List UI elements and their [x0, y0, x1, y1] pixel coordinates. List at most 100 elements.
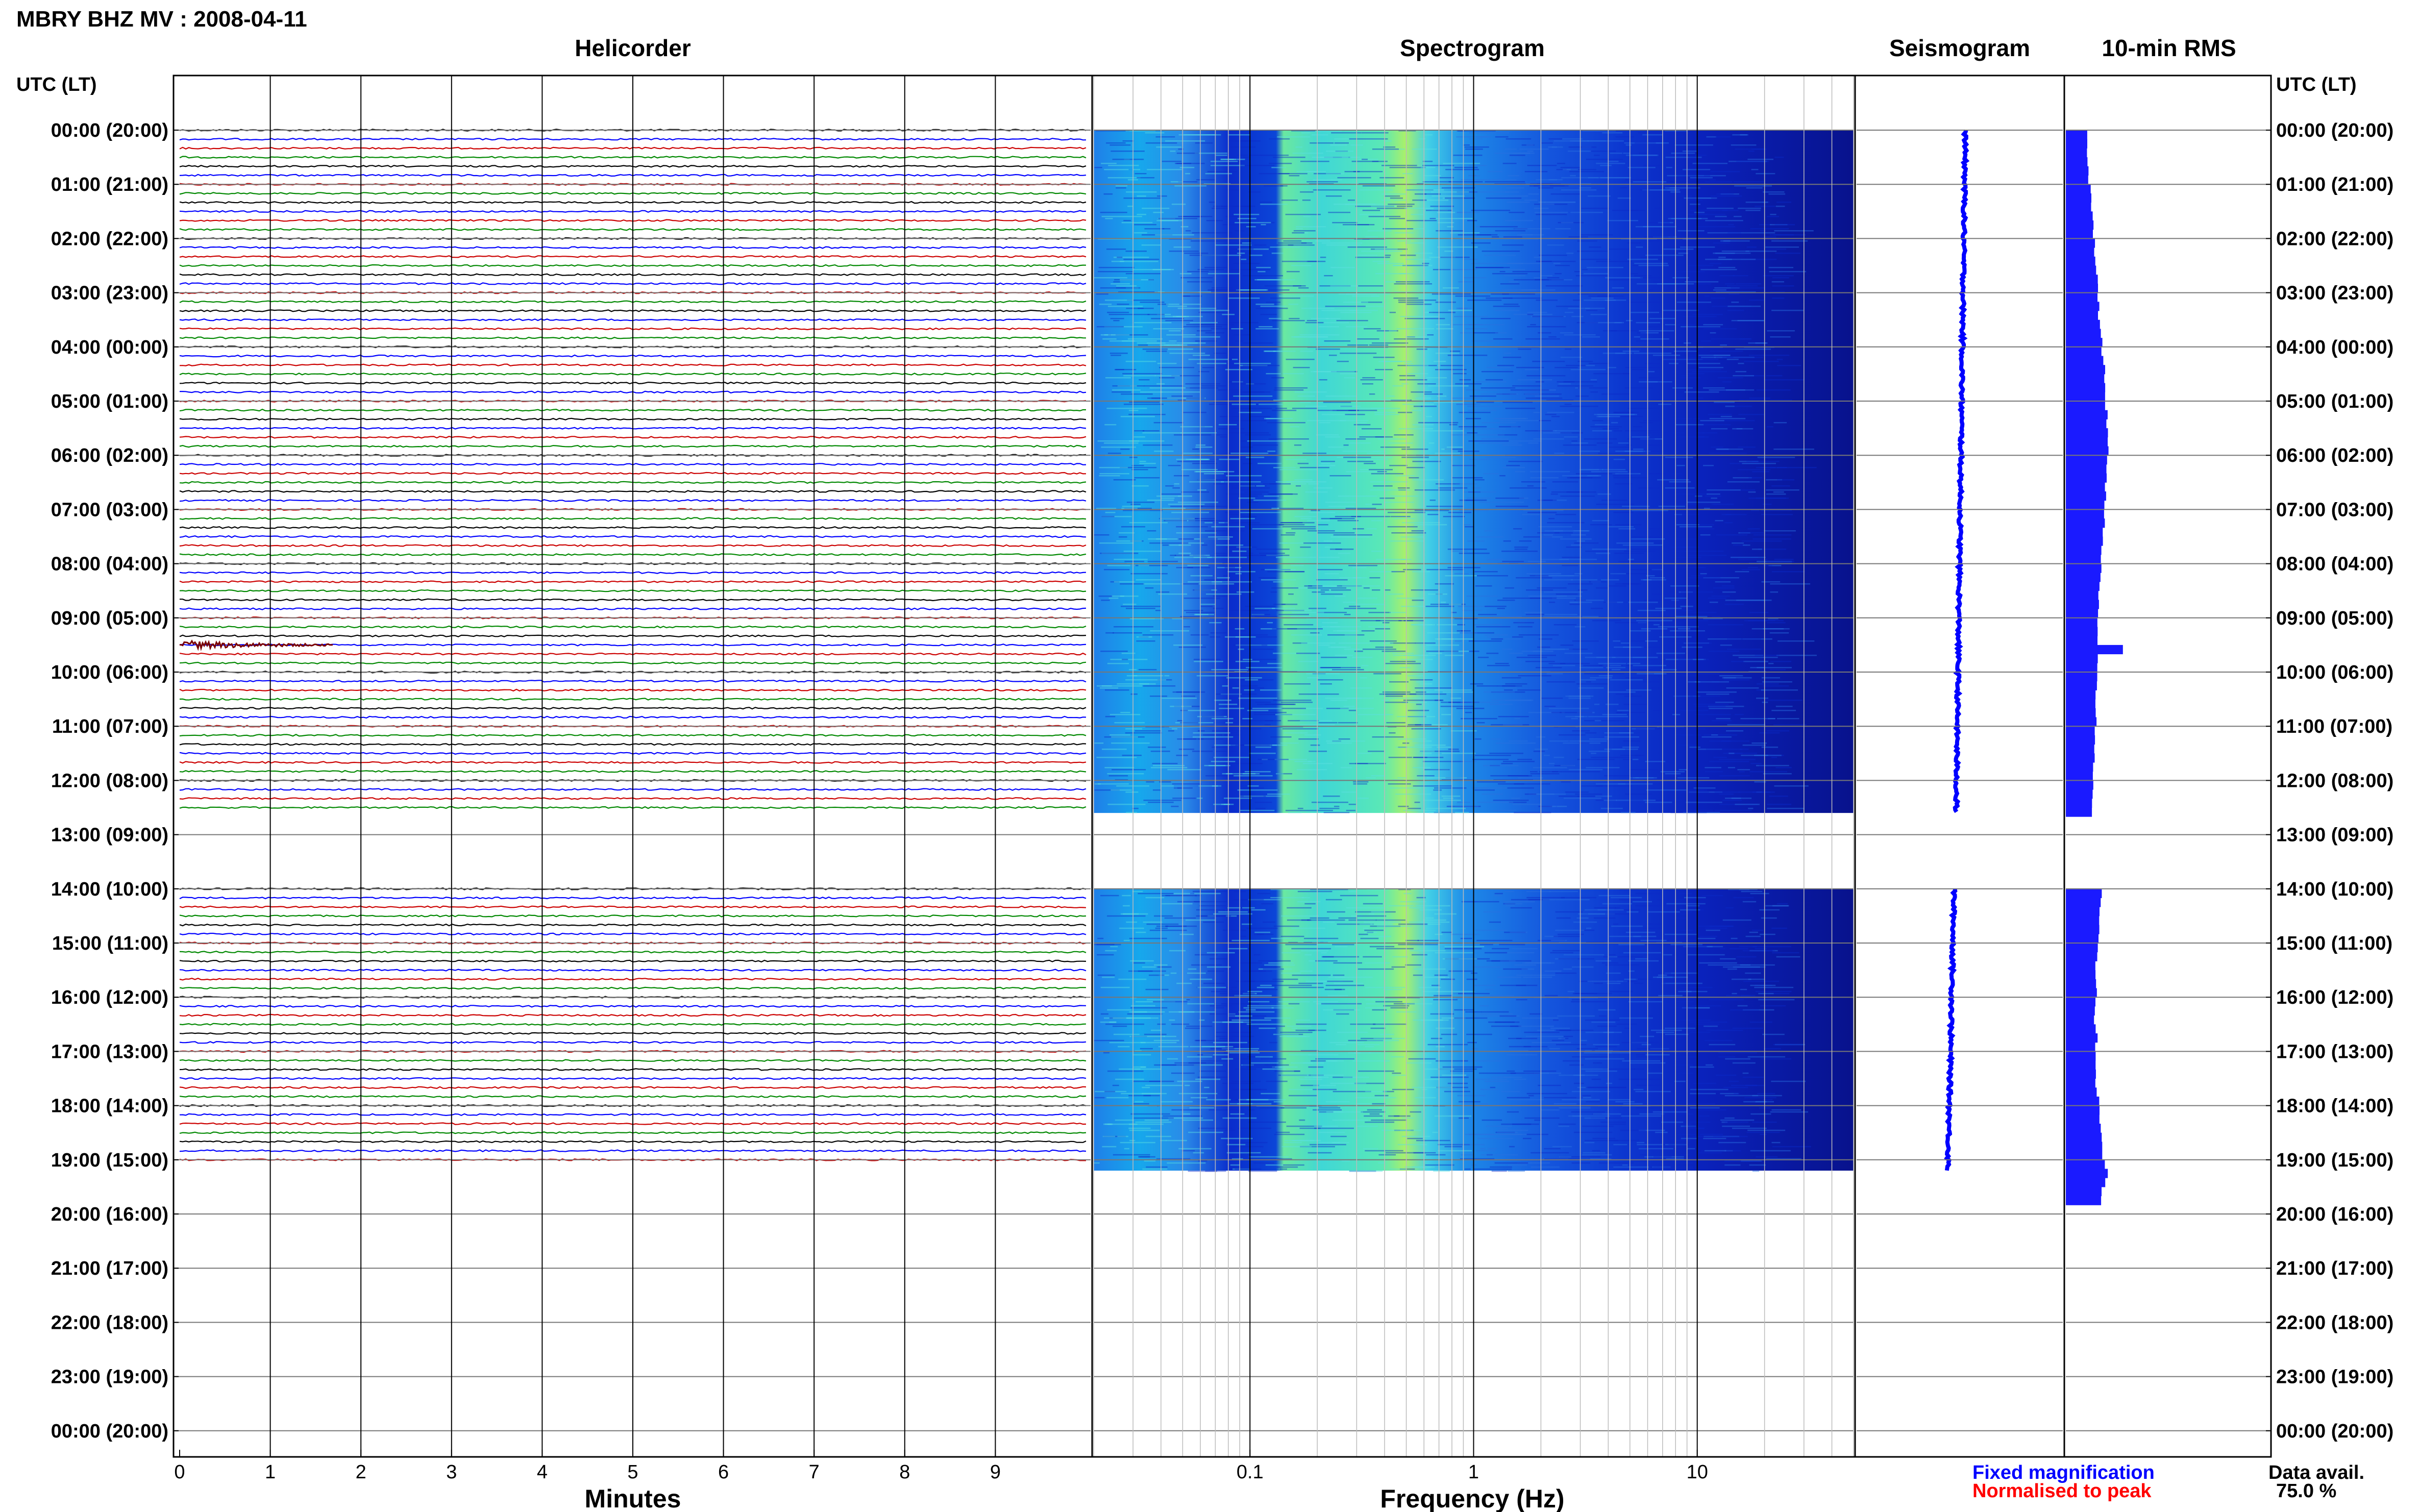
time-label-left: 07:00 (03:00) — [51, 499, 168, 520]
spectrogram-streak — [1617, 712, 1645, 713]
spectrogram-streak — [1532, 361, 1565, 362]
spectrogram-streak — [1676, 465, 1685, 466]
spectrogram-streak — [1142, 349, 1168, 350]
spectrogram-streak — [1170, 555, 1206, 556]
spectrogram-streak — [1622, 1060, 1661, 1062]
spectrogram-streak — [1649, 577, 1665, 579]
spectrogram-streak — [1401, 449, 1428, 450]
spectrogram-streak — [1517, 689, 1541, 691]
spectrogram-streak — [1414, 406, 1422, 407]
spectrogram-streak — [1632, 901, 1652, 903]
spectrogram-streak — [1185, 173, 1191, 175]
spectrogram-streak — [1366, 459, 1388, 460]
spectrogram-streak — [1234, 363, 1271, 364]
spectrogram-streak — [1354, 1052, 1361, 1054]
spectrogram-streak — [1644, 1156, 1653, 1158]
spectrogram-streak — [1311, 318, 1329, 319]
spectrogram-streak — [1479, 502, 1488, 503]
spectrogram-streak — [1193, 557, 1201, 558]
spectrogram-streak — [1716, 718, 1731, 720]
spectrogram-streak — [1494, 1162, 1528, 1164]
spectrogram-streak — [1537, 532, 1560, 534]
spectrogram-streak — [1633, 777, 1639, 779]
spectrogram-streak — [1534, 204, 1568, 205]
spectrogram-streak — [1593, 980, 1617, 982]
spectrogram-streak — [1436, 328, 1453, 330]
spectrogram-streak — [1646, 1015, 1653, 1017]
spectrogram-streak — [1732, 1127, 1767, 1129]
spectrogram-streak — [1137, 342, 1176, 344]
spectrogram-streak — [1218, 522, 1228, 524]
spectrogram-streak — [1427, 632, 1460, 634]
spectrogram-streak — [1724, 1150, 1733, 1152]
time-label-left: 22:00 (18:00) — [51, 1312, 168, 1333]
spectrogram-streak — [1565, 312, 1574, 313]
spectrogram-streak — [1578, 929, 1595, 931]
spectrogram-streak — [1300, 191, 1314, 193]
spectrogram-streak — [1183, 412, 1206, 413]
spectrogram-streak — [1532, 651, 1553, 652]
spectrogram-streak — [1398, 747, 1407, 748]
spectrogram-streak — [1573, 1074, 1585, 1076]
spectrogram-streak — [1249, 753, 1276, 754]
spectrogram-streak — [1132, 675, 1170, 677]
time-label-right: 23:00 (19:00) — [2276, 1367, 2393, 1388]
spectrogram-streak — [1398, 300, 1437, 301]
time-axis-labels: 00:00 (20:00) 00:00 (20:00)01:00 (21:00) 0… — [51, 120, 2394, 1442]
spectrogram-streak — [1518, 675, 1551, 677]
spectrogram-streak — [1131, 485, 1149, 487]
spectrogram-streak — [1436, 1027, 1455, 1029]
time-label-left: 20:00 (16:00) — [51, 1204, 168, 1225]
spectrogram-streak — [1300, 467, 1329, 468]
spectrogram-streak — [1493, 306, 1520, 307]
spectrogram-streak — [1330, 549, 1342, 550]
spectrogram-streak — [1457, 624, 1465, 626]
spectrogram-streak — [1310, 632, 1320, 634]
spectrogram-streak — [1703, 1137, 1726, 1139]
spectrogram-streak — [1214, 483, 1248, 485]
spectrogram-streak — [1645, 640, 1658, 642]
spectrogram-streak — [1664, 489, 1677, 491]
spectrogram-streak — [1354, 1082, 1385, 1084]
spectrogram-streak — [1665, 659, 1706, 660]
spectrogram-streak — [1108, 165, 1139, 166]
spectrogram-streak — [1339, 406, 1361, 407]
rms-bar — [2066, 1060, 2096, 1070]
spectrogram-streak — [1414, 968, 1446, 970]
spectrogram-streak — [1733, 181, 1764, 183]
spectrogram-streak — [1477, 802, 1514, 803]
spectrogram-streak — [1129, 1011, 1147, 1013]
spectrogram-streak — [1330, 144, 1347, 146]
spectrogram-streak — [1247, 1005, 1287, 1007]
spectrogram-streak — [1582, 130, 1616, 132]
spectrogram-streak — [1248, 1121, 1286, 1123]
spectrogram-streak — [1285, 410, 1298, 411]
spectrogram-streak — [1169, 950, 1186, 952]
spectrogram-streak — [1502, 393, 1517, 395]
spectrogram-streak — [1296, 1019, 1310, 1021]
spectrogram-streak — [1508, 263, 1541, 264]
spectrogram-streak — [1247, 990, 1263, 993]
rms-bar — [2066, 762, 2093, 772]
spectrogram-streak — [1510, 389, 1549, 391]
spectrogram-streak — [1249, 645, 1284, 646]
rms-bar — [2066, 329, 2101, 338]
spectrogram-streak — [1575, 600, 1604, 601]
spectrogram-streak — [1242, 275, 1283, 277]
spectrogram-streak — [1112, 159, 1144, 160]
spectrogram-streak — [1596, 587, 1609, 589]
spectrogram-streak — [1648, 140, 1685, 142]
spectrogram-streak — [1497, 976, 1521, 978]
spectrogram-streak — [1459, 553, 1490, 554]
spectrogram-streak — [1290, 426, 1300, 428]
spectrogram-streak — [1714, 791, 1740, 793]
spectrogram-streak — [1122, 755, 1142, 756]
spectrogram-streak — [1355, 911, 1396, 913]
spectrogram-streak — [1288, 812, 1302, 813]
spectrogram-streak — [1709, 999, 1744, 1001]
spectrogram-streak — [1692, 1135, 1722, 1137]
spectrogram-streak — [1267, 622, 1273, 624]
spectrogram-streak — [1594, 704, 1600, 705]
spectrogram-streak — [1669, 481, 1691, 483]
spectrogram-streak — [1643, 420, 1670, 422]
